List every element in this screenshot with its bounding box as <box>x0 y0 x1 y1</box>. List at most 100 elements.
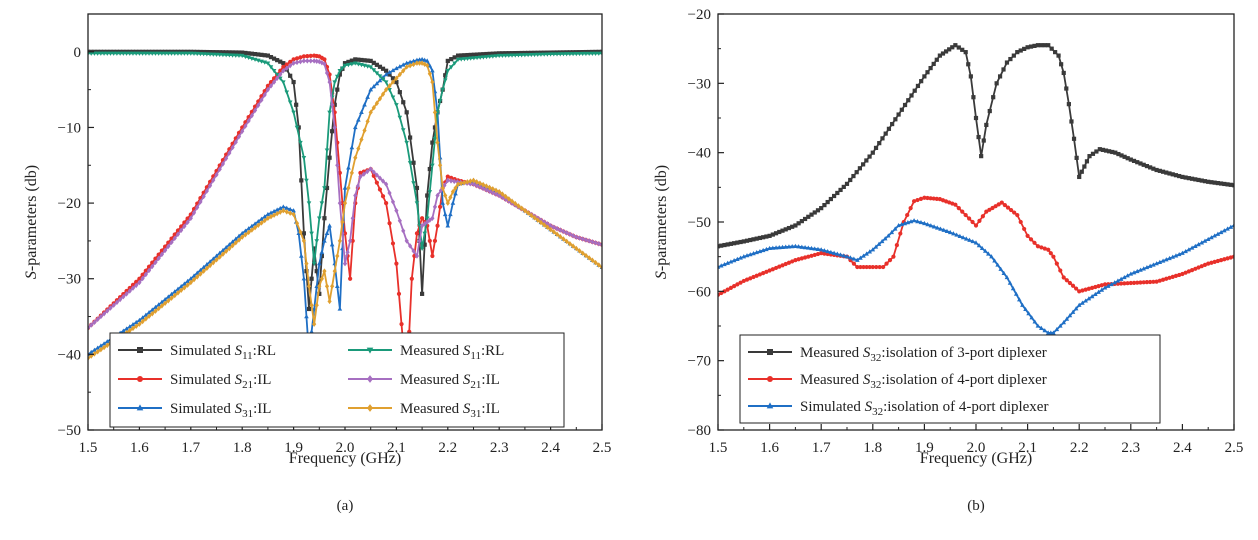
y-tick-label: −80 <box>688 423 711 439</box>
data-point <box>356 117 361 122</box>
data-point <box>365 94 370 99</box>
data-point <box>925 70 930 75</box>
data-point <box>450 200 456 205</box>
data-point <box>1017 297 1022 302</box>
x-tick-label: 1.9 <box>915 440 934 456</box>
data-point <box>98 313 103 320</box>
legend-entry: Measured S31:IL <box>348 401 500 420</box>
data-point <box>291 57 296 62</box>
data-point <box>249 223 255 228</box>
data-point <box>786 225 792 231</box>
data-point <box>163 247 168 254</box>
data-point <box>335 253 340 259</box>
data-point <box>442 78 448 83</box>
series-line <box>88 50 602 310</box>
data-point <box>735 240 740 245</box>
data-point <box>387 87 392 93</box>
data-point <box>430 215 435 221</box>
data-point <box>966 62 971 67</box>
data-point <box>134 282 139 289</box>
data-point <box>1022 226 1027 232</box>
data-point <box>194 51 200 57</box>
data-point <box>149 307 155 312</box>
data-point <box>731 258 737 263</box>
data-point <box>98 51 104 56</box>
data-point <box>1196 265 1201 270</box>
data-point <box>417 60 422 66</box>
x-tick-label: 2.1 <box>387 440 406 456</box>
data-point <box>420 60 425 66</box>
data-point <box>111 51 117 56</box>
data-point <box>130 325 136 332</box>
data-point <box>396 291 402 296</box>
data-point <box>404 64 409 70</box>
data-point <box>408 62 413 69</box>
data-point <box>831 250 837 255</box>
data-point <box>95 345 100 350</box>
data-point <box>384 86 389 93</box>
data-point <box>274 207 280 212</box>
data-point <box>118 296 123 303</box>
data-point <box>725 260 730 265</box>
data-point <box>127 324 133 329</box>
data-point <box>332 124 337 131</box>
data-point <box>430 68 435 73</box>
data-point <box>918 219 924 225</box>
data-point <box>268 55 274 60</box>
data-point <box>435 223 440 228</box>
data-point <box>928 65 933 71</box>
data-point <box>867 264 872 270</box>
data-point <box>806 214 811 219</box>
data-point <box>996 202 1001 207</box>
data-point <box>432 125 438 130</box>
data-point <box>1177 272 1182 278</box>
data-point <box>322 268 327 274</box>
data-point <box>204 188 209 194</box>
data-point <box>448 194 453 201</box>
data-point <box>574 245 579 252</box>
data-point <box>1110 149 1115 155</box>
data-point <box>337 200 342 206</box>
data-point <box>1222 228 1227 233</box>
data-point <box>815 246 821 251</box>
data-point <box>277 76 283 81</box>
data-point <box>925 221 930 227</box>
data-point <box>233 240 238 246</box>
data-point <box>342 185 348 190</box>
data-point <box>951 231 956 236</box>
data-point <box>1215 231 1221 236</box>
data-point <box>252 107 258 114</box>
data-point <box>481 181 486 188</box>
data-point <box>1189 245 1195 250</box>
data-point <box>796 244 801 249</box>
data-point <box>1042 246 1047 251</box>
data-point <box>474 182 479 189</box>
data-point <box>1209 235 1214 240</box>
data-point <box>735 256 740 261</box>
data-point <box>777 229 782 235</box>
data-point <box>1083 298 1088 303</box>
data-point <box>1007 280 1013 285</box>
data-point <box>322 238 327 243</box>
data-point <box>1094 149 1099 154</box>
data-point <box>545 224 550 230</box>
data-point <box>1138 161 1143 166</box>
x-tick-label: 1.9 <box>284 440 303 456</box>
data-point <box>1122 154 1127 159</box>
data-point <box>551 224 556 230</box>
data-point <box>294 102 299 107</box>
data-point <box>420 223 425 229</box>
data-point <box>1001 67 1006 72</box>
data-point <box>973 223 979 228</box>
data-point <box>291 79 296 85</box>
data-point <box>500 194 505 201</box>
data-point <box>230 144 235 151</box>
data-point <box>471 177 476 184</box>
data-point <box>953 202 958 207</box>
data-point <box>1080 300 1085 305</box>
data-point <box>350 215 355 221</box>
data-point <box>374 62 379 67</box>
data-point <box>401 67 406 74</box>
data-point <box>448 178 454 184</box>
data-point <box>265 53 270 58</box>
